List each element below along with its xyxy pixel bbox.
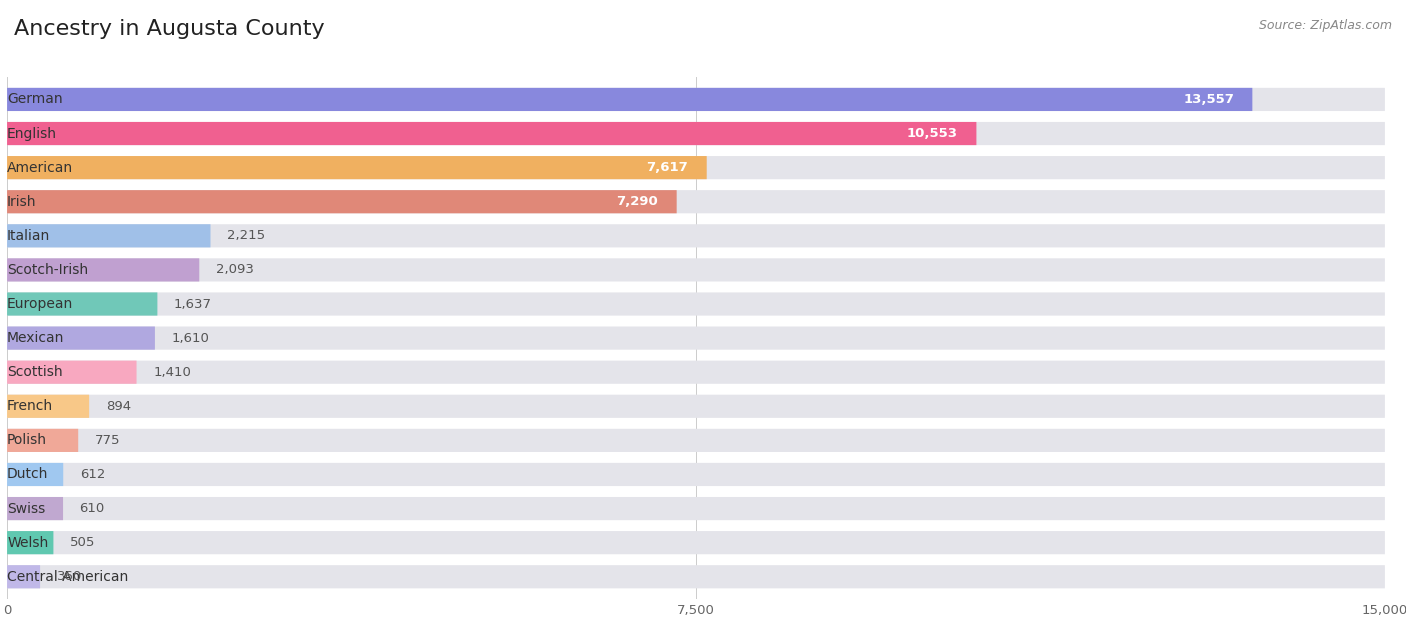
Text: Italian: Italian [7, 229, 51, 243]
FancyBboxPatch shape [7, 258, 200, 281]
Text: Scottish: Scottish [7, 365, 63, 379]
FancyBboxPatch shape [7, 156, 707, 179]
FancyBboxPatch shape [7, 429, 1385, 452]
Text: Dutch: Dutch [7, 468, 48, 482]
FancyBboxPatch shape [7, 395, 1385, 418]
FancyBboxPatch shape [7, 531, 53, 554]
FancyBboxPatch shape [7, 327, 1385, 350]
FancyBboxPatch shape [7, 395, 89, 418]
Text: Central American: Central American [7, 570, 128, 583]
Text: English: English [7, 126, 58, 140]
Text: Swiss: Swiss [7, 502, 45, 516]
Text: 13,557: 13,557 [1182, 93, 1234, 106]
FancyBboxPatch shape [7, 361, 1385, 384]
Text: 1,610: 1,610 [172, 332, 209, 345]
Text: 612: 612 [80, 468, 105, 481]
FancyBboxPatch shape [7, 463, 1385, 486]
Text: French: French [7, 399, 53, 413]
FancyBboxPatch shape [7, 292, 1385, 316]
FancyBboxPatch shape [7, 497, 1385, 520]
FancyBboxPatch shape [7, 463, 63, 486]
Text: Scotch-Irish: Scotch-Irish [7, 263, 89, 277]
Text: 2,093: 2,093 [217, 263, 253, 276]
Text: 775: 775 [94, 434, 121, 447]
FancyBboxPatch shape [7, 429, 79, 452]
FancyBboxPatch shape [7, 88, 1253, 111]
FancyBboxPatch shape [7, 88, 1385, 111]
Text: 7,290: 7,290 [617, 195, 658, 208]
Text: German: German [7, 93, 63, 106]
Text: 505: 505 [70, 536, 96, 549]
FancyBboxPatch shape [7, 224, 211, 247]
FancyBboxPatch shape [7, 292, 157, 316]
FancyBboxPatch shape [7, 327, 155, 350]
FancyBboxPatch shape [7, 531, 1385, 554]
FancyBboxPatch shape [7, 224, 1385, 247]
FancyBboxPatch shape [7, 122, 1385, 145]
Text: Polish: Polish [7, 433, 46, 448]
Text: Mexican: Mexican [7, 331, 65, 345]
FancyBboxPatch shape [7, 190, 676, 213]
FancyBboxPatch shape [7, 122, 976, 145]
FancyBboxPatch shape [7, 190, 1385, 213]
Text: 2,215: 2,215 [226, 229, 266, 242]
FancyBboxPatch shape [7, 156, 1385, 179]
FancyBboxPatch shape [7, 258, 1385, 281]
Text: Source: ZipAtlas.com: Source: ZipAtlas.com [1258, 19, 1392, 32]
Text: 610: 610 [80, 502, 105, 515]
Text: 894: 894 [105, 400, 131, 413]
Text: 10,553: 10,553 [907, 127, 957, 140]
Text: 360: 360 [56, 570, 82, 583]
FancyBboxPatch shape [7, 497, 63, 520]
Text: European: European [7, 297, 73, 311]
Text: Ancestry in Augusta County: Ancestry in Augusta County [14, 19, 325, 39]
Text: Welsh: Welsh [7, 536, 48, 550]
Text: American: American [7, 160, 73, 175]
FancyBboxPatch shape [7, 565, 41, 589]
FancyBboxPatch shape [7, 361, 136, 384]
Text: 1,410: 1,410 [153, 366, 191, 379]
FancyBboxPatch shape [7, 565, 1385, 589]
Text: 7,617: 7,617 [647, 161, 689, 174]
Text: 1,637: 1,637 [174, 298, 212, 310]
Text: Irish: Irish [7, 194, 37, 209]
